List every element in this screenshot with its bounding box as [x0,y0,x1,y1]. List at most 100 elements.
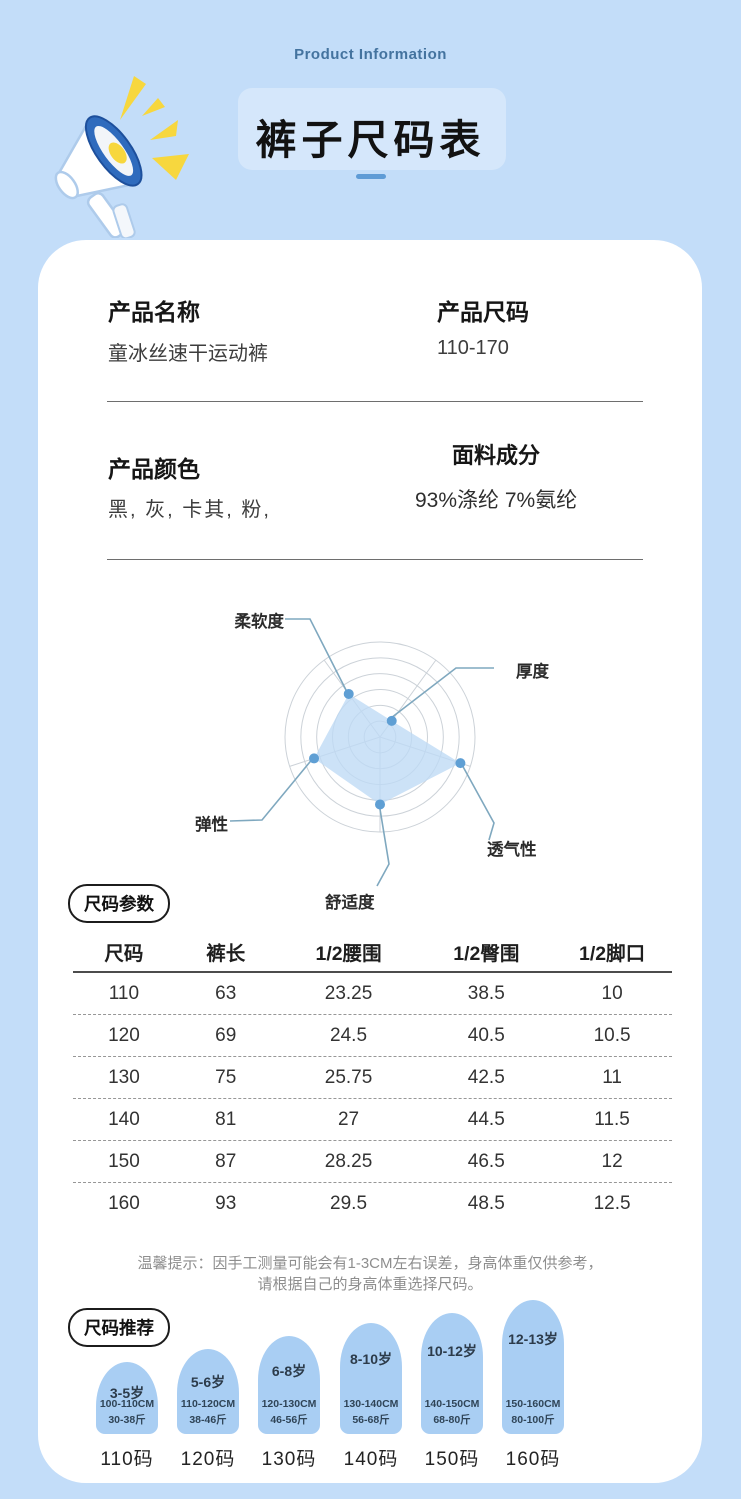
size-recommendation-bubble: 5-6岁 110-120CM 38-46斤 [177,1349,239,1434]
table-cell: 48.5 [467,1192,505,1214]
size-recommendation-bubble: 6-8岁 120-130CM 46-56斤 [258,1336,320,1434]
table-cell: 46.5 [467,1150,505,1172]
table-cell: 130 [108,1066,140,1088]
table-cell: 11 [602,1066,622,1088]
measurement-notice: 温馨提示：因手工测量可能会有1-3CM左右误差，身高体重仅供参考， 请根据自己的… [38,1253,702,1295]
bubble-age-range: 3-5岁 [109,1385,145,1402]
radar-axis-thickness: 厚度 [516,663,549,681]
table-row: 140 81 27 44.5 11.5 [73,1099,672,1141]
table-cell: 38.5 [467,982,505,1004]
table-cell: 24.5 [330,1024,368,1046]
bubble-height-range: 140-150CM [424,1398,480,1410]
page-title: 裤子尺码表 [255,117,486,163]
table-cell: 81 [215,1108,237,1130]
product-size-value: 110-170 [437,337,509,359]
bubble-weight-range: 68-80斤 [433,1414,471,1426]
table-row: 130 75 25.75 42.5 11 [73,1057,672,1099]
info-card [38,240,702,1483]
radar-data-point [309,753,320,764]
table-cell: 42.5 [467,1066,505,1088]
radar-axis-breathability: 透气性 [487,841,537,859]
table-cell: 10 [601,982,623,1004]
table-cell: 25.75 [324,1066,373,1088]
table-cell: 11.5 [594,1108,630,1130]
bubble-height-range: 120-130CM [261,1398,317,1410]
bubble-size-code: 130码 [261,1449,317,1470]
size-recommendation-bubble: 12-13岁 150-160CM 80-100斤 [502,1300,564,1434]
table-header-row: 尺码 裤长 1/2腰围 1/2臀围 1/2脚口 [73,932,672,973]
table-cell: 29.5 [330,1192,368,1214]
table-cell: 40.5 [467,1024,505,1046]
radar-axis-comfort: 舒适度 [325,894,375,912]
table-header-cell: 尺码 [104,943,144,965]
megaphone-icon [24,58,194,240]
radar-data-point [455,758,466,769]
table-cell: 44.5 [467,1108,505,1130]
bubble-weight-range: 38-46斤 [189,1414,227,1426]
product-name-label: 产品名称 [108,299,200,325]
table-row: 110 63 23.25 38.5 10 [73,973,672,1015]
divider-line [107,559,643,560]
bubble-height-range: 110-120CM [180,1398,236,1410]
table-cell: 12 [601,1150,623,1172]
table-cell: 120 [108,1024,140,1046]
table-cell: 87 [215,1150,237,1172]
table-cell: 28.25 [324,1150,373,1172]
table-row: 120 69 24.5 40.5 10.5 [73,1015,672,1057]
bubble-age-range: 5-6岁 [190,1374,226,1391]
radar-leader-lines [229,618,495,887]
bubble-age-range: 6-8岁 [271,1362,307,1379]
product-size-label: 产品尺码 [437,299,529,325]
table-cell: 63 [215,982,237,1004]
table-cell: 160 [108,1192,140,1214]
table-cell: 12.5 [593,1192,631,1214]
table-header-cell: 1/2腰围 [315,943,382,965]
fabric-radar-chart [229,618,495,887]
product-name-value: 童冰丝速干运动裤 [108,343,268,365]
radar-data-point [343,688,354,699]
bubble-weight-range: 30-38斤 [108,1414,146,1426]
bubble-age-range: 10-12岁 [427,1342,477,1359]
size-table: 尺码 裤长 1/2腰围 1/2臀围 1/2脚口 110 63 23.25 38.5 10 120 69… [73,932,672,1224]
fabric-label: 面料成分 [452,443,541,468]
bubble-height-range: 100-110CM [99,1398,155,1410]
radar-data-point [375,799,385,810]
table-header-cell: 1/2臀围 [453,943,520,965]
fabric-value: 93%涤纶 7%氨纶 [415,489,578,512]
bubble-weight-range: 46-56斤 [270,1414,308,1426]
eyebrow-text: Product Information [294,46,447,63]
table-cell: 23.25 [324,982,373,1004]
table-cell: 10.5 [593,1024,631,1046]
table-cell: 140 [108,1108,140,1130]
notice-line-2: 请根据自己的身高体重选择尺码。 [257,1276,483,1293]
size-parameters-badge: 尺码参数 [68,884,170,923]
table-row: 150 87 28.25 46.5 12 [73,1141,672,1183]
bubble-size-code: 140码 [343,1449,399,1470]
bubble-weight-range: 56-68斤 [352,1414,390,1426]
bubble-age-range: 12-13岁 [508,1331,558,1348]
table-cell: 75 [215,1066,237,1088]
bubble-size-code: 160码 [505,1449,561,1470]
title-highlight [238,88,506,170]
bubble-height-range: 150-160CM [505,1398,561,1410]
bubble-weight-range: 80-100斤 [511,1414,555,1426]
table-header-cell: 1/2脚口 [579,943,646,965]
radar-axis-softness: 柔软度 [234,613,285,631]
size-recommendation-badge: 尺码推荐 [68,1308,170,1347]
table-row: 160 93 29.5 48.5 12.5 [73,1183,672,1224]
title-underline-dash [356,174,386,179]
table-cell: 93 [215,1192,237,1214]
bubble-height-range: 130-140CM [343,1398,399,1410]
size-recommendation-bubble: 3-5岁 100-110CM 30-38斤 [96,1362,158,1434]
radar-value-polygon [314,693,461,805]
table-cell: 150 [108,1150,140,1172]
radar-axis-elasticity: 弹性 [195,816,228,834]
bubble-size-code: 150码 [424,1449,480,1470]
size-recommendation-bubble: 8-10岁 130-140CM 56-68斤 [340,1323,402,1434]
bubble-age-range: 8-10岁 [349,1351,393,1368]
product-color-value: 黑, 灰, 卡其, 粉, [108,499,271,521]
table-header-cell: 裤长 [206,943,246,965]
table-cell: 27 [337,1108,360,1130]
notice-line-1: 温馨提示：因手工测量可能会有1-3CM左右误差，身高体重仅供参考， [137,1255,603,1272]
